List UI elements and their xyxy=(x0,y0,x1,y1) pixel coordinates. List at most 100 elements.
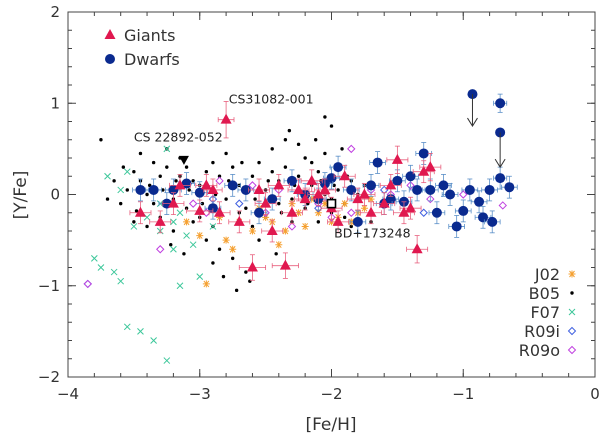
point-b05 xyxy=(121,165,126,169)
point-b05 xyxy=(270,169,274,174)
point-dwarfs xyxy=(267,194,278,205)
point-j02 xyxy=(341,200,349,208)
point-b05 xyxy=(244,270,248,274)
point-giants xyxy=(358,188,370,199)
point-giants xyxy=(391,153,403,164)
point-dwarfs xyxy=(366,180,377,191)
point-giants xyxy=(253,183,265,194)
point-b05 xyxy=(323,151,327,156)
point-b05 xyxy=(191,179,195,183)
point-f07 xyxy=(117,186,125,194)
point-b05 xyxy=(349,224,353,229)
point-b05 xyxy=(323,115,327,119)
point-b05 xyxy=(217,247,222,251)
series-dwarfs xyxy=(132,89,518,238)
point-b05 xyxy=(217,174,222,178)
point-giants xyxy=(220,113,232,124)
x-axis-label: [Fe/H] xyxy=(305,415,356,435)
point-giants xyxy=(233,215,245,226)
point-dwarfs xyxy=(346,184,357,195)
point-b05 xyxy=(287,128,292,133)
point-giants xyxy=(293,183,305,194)
point-r09i xyxy=(235,199,244,208)
point-j02 xyxy=(281,227,289,235)
point-b05 xyxy=(230,165,235,169)
legend-marker-dwarfs xyxy=(105,54,115,64)
y-tick-label: 1 xyxy=(50,94,60,112)
legend-label-r09i: R09i xyxy=(524,322,560,341)
point-dwarfs xyxy=(194,187,205,198)
point-b05 xyxy=(125,188,129,192)
point-b05 xyxy=(182,252,186,256)
point-giants xyxy=(194,204,206,215)
point-b05 xyxy=(290,197,294,201)
point-b05 xyxy=(112,179,116,183)
special-open-square xyxy=(326,198,337,209)
point-f07 xyxy=(176,282,184,290)
point-b05 xyxy=(105,197,110,201)
point-dwarfs xyxy=(352,216,363,227)
legend-label-j02: J02 xyxy=(534,265,560,284)
point-b05 xyxy=(313,138,318,142)
point-b05 xyxy=(336,188,340,192)
point-r09o xyxy=(287,222,297,231)
point-f07 xyxy=(170,245,177,253)
point-b05 xyxy=(119,201,123,206)
point-f07 xyxy=(170,218,177,226)
point-b05 xyxy=(270,147,274,151)
upper-limit-arrow-head xyxy=(467,117,478,128)
point-dwarfs xyxy=(504,182,515,193)
point-b05 xyxy=(316,220,321,224)
point-b05 xyxy=(257,238,261,242)
axis-tick-labels: −4 −3 −2 −1 0 −2 −1 0 1 2 xyxy=(38,3,600,403)
point-giants xyxy=(405,202,417,213)
point-j02 xyxy=(360,204,368,212)
point-j02 xyxy=(222,236,230,244)
legend-marker-f07 xyxy=(568,308,576,316)
point-dwarfs xyxy=(445,189,456,200)
point-giants xyxy=(332,215,344,226)
point-f07 xyxy=(97,264,105,271)
point-dwarfs xyxy=(464,184,475,195)
point-b05 xyxy=(138,151,143,156)
point-r09i xyxy=(83,279,92,289)
x-tick-label: −1 xyxy=(452,385,474,403)
point-b05 xyxy=(200,201,205,206)
point-r09o xyxy=(347,144,356,154)
legend-label-giants: Giants xyxy=(124,26,175,45)
point-dwarfs xyxy=(405,171,416,182)
point-dwarfs xyxy=(148,184,159,195)
point-b05 xyxy=(250,224,255,229)
point-j02 xyxy=(301,222,309,230)
point-b05 xyxy=(240,160,244,165)
annotation-label: CS 22892-052 xyxy=(134,130,223,145)
point-j02 xyxy=(367,195,375,203)
point-b05 xyxy=(191,220,195,224)
y-tick-label: −2 xyxy=(38,368,60,386)
point-giants xyxy=(398,206,410,217)
point-giants xyxy=(273,179,285,190)
y-axis-label: [Y/Fe] xyxy=(11,171,31,220)
point-giants xyxy=(319,183,331,194)
point-f07 xyxy=(104,172,111,180)
point-b05 xyxy=(277,201,281,206)
point-giants xyxy=(312,188,324,199)
point-dwarfs xyxy=(181,178,192,189)
point-b05 xyxy=(221,274,226,279)
point-giants xyxy=(167,197,179,208)
point-b05 xyxy=(134,209,139,213)
point-r09i xyxy=(419,208,428,217)
point-dwarfs xyxy=(487,216,498,227)
point-b05 xyxy=(174,179,178,183)
point-giants xyxy=(365,206,377,217)
point-b05 xyxy=(332,183,336,188)
point-f07 xyxy=(110,268,118,276)
point-b05 xyxy=(169,242,173,247)
point-dwarfs xyxy=(333,162,344,173)
point-b05 xyxy=(132,220,136,224)
point-r09o xyxy=(498,201,507,210)
point-giants xyxy=(424,161,436,172)
point-b05 xyxy=(145,192,149,197)
point-f07 xyxy=(183,232,190,239)
point-b05 xyxy=(342,215,347,220)
